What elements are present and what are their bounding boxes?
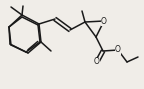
Text: O: O <box>101 16 107 26</box>
Text: O: O <box>94 57 100 66</box>
Text: O: O <box>115 45 121 54</box>
